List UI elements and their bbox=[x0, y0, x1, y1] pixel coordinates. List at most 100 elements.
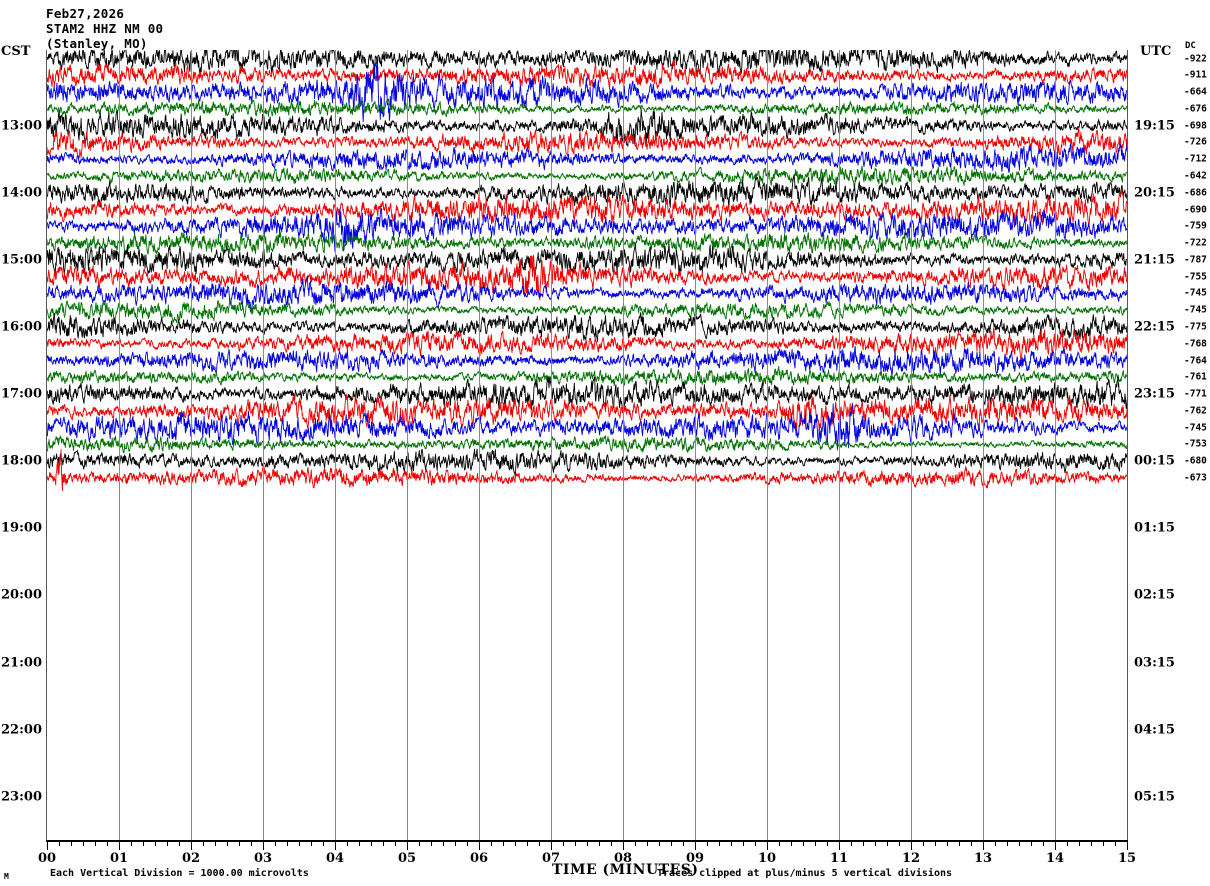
x-tick-minor bbox=[827, 840, 828, 846]
dc-value-12: -787 bbox=[1184, 254, 1207, 266]
trace-group bbox=[46, 50, 1128, 492]
left-axis-title: CST bbox=[1, 44, 31, 59]
x-tick-minor bbox=[587, 840, 588, 846]
x-tick-minor bbox=[707, 840, 708, 846]
x-tick-minor bbox=[671, 840, 672, 846]
footer-marker: M bbox=[4, 872, 9, 881]
dc-value-19: -761 bbox=[1184, 371, 1207, 383]
x-tick-minor bbox=[1019, 840, 1020, 846]
x-tick-minor bbox=[815, 840, 816, 846]
gridline-minute-12 bbox=[911, 50, 912, 840]
x-tick-minor bbox=[1079, 840, 1080, 846]
x-tick-minor bbox=[611, 840, 612, 846]
x-tick-major-4 bbox=[335, 840, 336, 850]
seismic-trace-13 bbox=[46, 254, 1128, 301]
gridline-minute-3 bbox=[263, 50, 264, 840]
dc-value-23: -753 bbox=[1184, 438, 1207, 450]
utc-time-label-2215: 22:15 bbox=[1134, 319, 1175, 335]
dc-value-0: -922 bbox=[1184, 53, 1207, 64]
x-tick-minor bbox=[467, 840, 468, 846]
seismic-trace-4 bbox=[46, 108, 1128, 147]
x-tick-minor bbox=[527, 840, 528, 846]
dc-value-14: -745 bbox=[1184, 287, 1207, 299]
dc-value-5: -726 bbox=[1184, 136, 1207, 148]
x-tick-minor bbox=[1043, 840, 1044, 846]
x-tick-minor bbox=[323, 840, 324, 846]
gridline-minute-6 bbox=[479, 50, 480, 840]
x-tick-minor bbox=[863, 840, 864, 846]
seismic-trace-21 bbox=[46, 393, 1128, 431]
seismic-trace-1 bbox=[46, 59, 1128, 90]
x-tick-minor bbox=[539, 840, 540, 846]
x-tick-minor bbox=[719, 840, 720, 846]
dc-value-24: -680 bbox=[1184, 455, 1207, 467]
x-tick-label-08: 08 bbox=[613, 851, 633, 866]
x-tick-major-7 bbox=[551, 840, 552, 850]
x-tick-minor bbox=[251, 840, 252, 846]
x-tick-minor bbox=[683, 840, 684, 846]
x-tick-minor bbox=[179, 840, 180, 846]
gridline-minute-8 bbox=[623, 50, 624, 840]
x-tick-minor bbox=[971, 840, 972, 846]
dc-value-15: -745 bbox=[1184, 304, 1207, 316]
gridline-minute-10 bbox=[767, 50, 768, 840]
seismic-trace-12 bbox=[46, 243, 1128, 277]
x-tick-minor bbox=[1091, 840, 1092, 846]
dc-value-22: -745 bbox=[1184, 422, 1207, 434]
seismic-trace-8 bbox=[46, 175, 1128, 208]
dc-value-16: -775 bbox=[1184, 321, 1207, 333]
seismic-trace-18 bbox=[46, 345, 1128, 377]
x-tick-minor bbox=[287, 840, 288, 846]
x-tick-label-15: 15 bbox=[1117, 851, 1137, 866]
right-axis-title: UTC bbox=[1140, 44, 1172, 59]
x-tick-minor bbox=[743, 840, 744, 846]
x-tick-minor bbox=[575, 840, 576, 846]
gridline-minute-2 bbox=[191, 50, 192, 840]
x-tick-label-14: 14 bbox=[1045, 851, 1065, 866]
x-tick-minor bbox=[1067, 840, 1068, 846]
x-tick-minor bbox=[95, 840, 96, 846]
x-tick-label-02: 02 bbox=[181, 851, 201, 866]
x-tick-minor bbox=[491, 840, 492, 846]
utc-time-label-0315: 03:15 bbox=[1134, 655, 1175, 671]
seismic-trace-22 bbox=[46, 402, 1128, 451]
x-tick-minor bbox=[923, 840, 924, 846]
x-tick-minor bbox=[143, 840, 144, 846]
seismic-trace-16 bbox=[46, 312, 1128, 342]
x-tick-major-15 bbox=[1127, 840, 1128, 850]
footer-scale-note: Each Vertical Division = 1000.00 microvo… bbox=[50, 868, 309, 879]
x-tick-label-03: 03 bbox=[253, 851, 273, 866]
seismic-trace-24 bbox=[46, 448, 1128, 477]
x-tick-major-2 bbox=[191, 840, 192, 850]
seismic-trace-0 bbox=[46, 50, 1128, 77]
seismic-trace-10 bbox=[46, 208, 1128, 252]
x-tick-minor bbox=[599, 840, 600, 846]
dc-value-10: -759 bbox=[1184, 220, 1207, 232]
x-tick-minor bbox=[431, 840, 432, 846]
x-tick-minor bbox=[347, 840, 348, 846]
x-tick-minor bbox=[503, 840, 504, 846]
cst-time-label-1600: 16:00 bbox=[1, 319, 42, 335]
x-tick-minor bbox=[995, 840, 996, 846]
x-tick-minor bbox=[455, 840, 456, 846]
seismic-trace-17 bbox=[46, 326, 1128, 361]
seismic-trace-19 bbox=[46, 365, 1128, 387]
header-station: STAM2 HHZ NM 00 bbox=[46, 21, 164, 36]
cst-time-label-1300: 13:00 bbox=[1, 118, 42, 134]
seismic-trace-2 bbox=[46, 62, 1128, 123]
gridline-minute-9 bbox=[695, 50, 696, 840]
x-tick-major-12 bbox=[911, 840, 912, 850]
x-tick-label-11: 11 bbox=[829, 851, 849, 866]
x-tick-minor bbox=[1103, 840, 1104, 846]
utc-time-label-0515: 05:15 bbox=[1134, 789, 1175, 805]
x-tick-minor bbox=[1007, 840, 1008, 846]
x-tick-minor bbox=[311, 840, 312, 846]
x-tick-minor bbox=[899, 840, 900, 846]
dc-value-6: -712 bbox=[1184, 153, 1207, 165]
utc-time-label-2315: 23:15 bbox=[1134, 386, 1175, 402]
gridline-minute-11 bbox=[839, 50, 840, 840]
dc-value-8: -686 bbox=[1184, 187, 1207, 199]
gridline-minute-5 bbox=[407, 50, 408, 840]
header-date: Feb27,2026 bbox=[46, 6, 125, 21]
x-tick-minor bbox=[959, 840, 960, 846]
